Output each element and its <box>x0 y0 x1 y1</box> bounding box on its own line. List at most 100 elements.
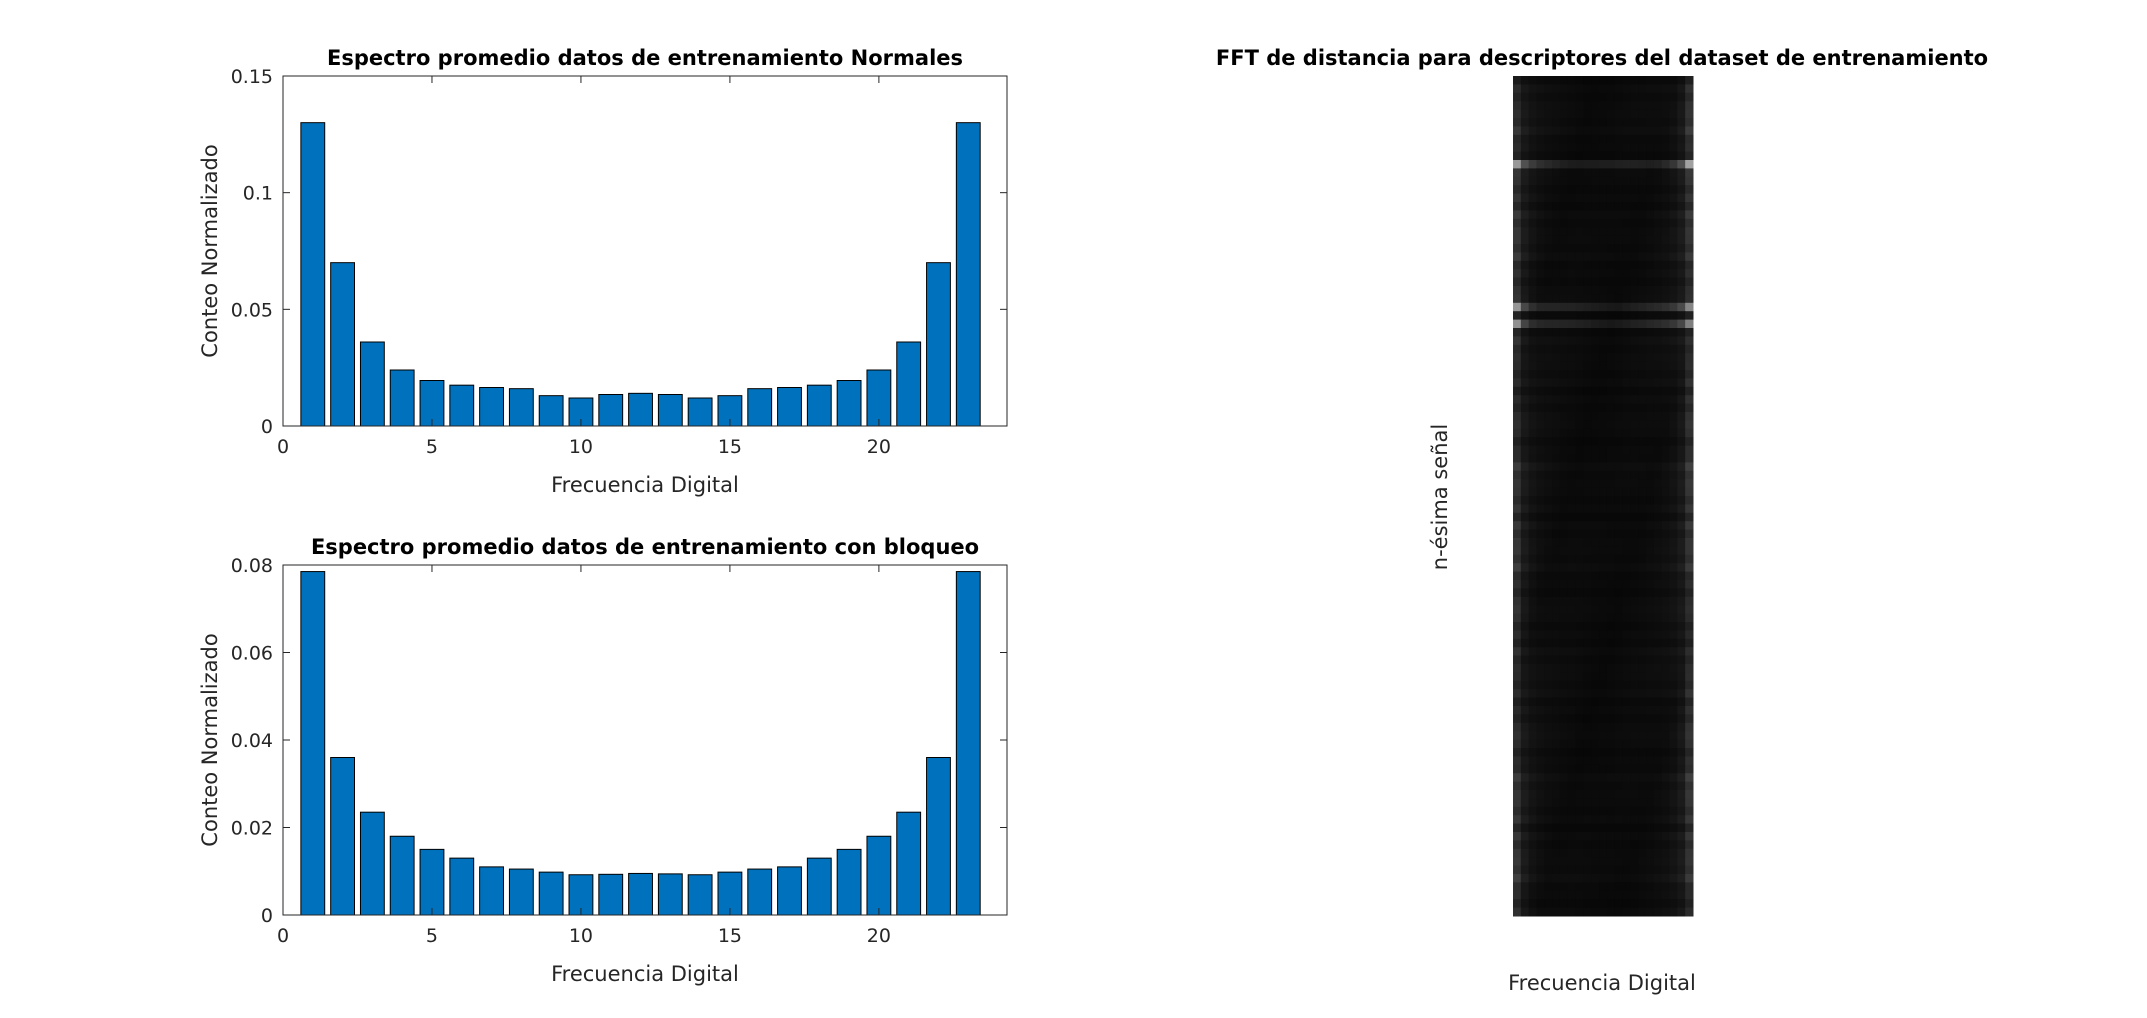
heatmap-cell <box>1646 722 1655 732</box>
heatmap-cell <box>1544 210 1553 220</box>
heatmap-cell <box>1669 563 1678 573</box>
heatmap-cell <box>1567 370 1577 379</box>
heatmap-cell <box>1591 470 1600 480</box>
heatmap-cell <box>1685 706 1694 715</box>
heatmap-cell <box>1575 739 1584 749</box>
heatmap-cell <box>1638 538 1647 547</box>
heatmap-cell <box>1513 672 1522 682</box>
heatmap-cell <box>1567 554 1577 564</box>
heatmap-cell <box>1599 311 1608 321</box>
heatmap-cell <box>1528 739 1537 749</box>
heatmap-cell <box>1685 454 1694 463</box>
heatmap-cell <box>1536 823 1545 833</box>
heatmap-cell <box>1591 647 1600 657</box>
heatmap-cell <box>1591 109 1600 119</box>
heatmap-cell <box>1591 613 1600 623</box>
heatmap-cell <box>1513 302 1522 312</box>
heatmap-cell <box>1653 588 1663 598</box>
heatmap-cell <box>1552 151 1561 161</box>
heatmap-cell <box>1513 92 1522 102</box>
heatmap-cell <box>1520 907 1530 917</box>
heatmap-cell <box>1513 907 1522 917</box>
heatmap-cell <box>1544 294 1553 304</box>
heatmap-cell <box>1646 235 1655 245</box>
heatmap-cell <box>1661 529 1671 539</box>
heatmap-cell <box>1544 235 1553 245</box>
heatmap-cell <box>1685 76 1694 85</box>
heatmap-cell <box>1661 882 1671 892</box>
heatmap-cell <box>1653 605 1663 615</box>
heatmap-cell <box>1591 622 1600 631</box>
heatmap-cell <box>1614 235 1624 245</box>
heatmap-cell <box>1630 294 1639 304</box>
x-tick-label: 0 <box>277 436 289 458</box>
heatmap-cell <box>1520 344 1530 354</box>
heatmap-cell <box>1630 655 1639 665</box>
heatmap-cell <box>1646 529 1655 539</box>
heatmap-cell <box>1685 286 1694 295</box>
bar <box>806 384 832 427</box>
heatmap-cell <box>1552 680 1561 690</box>
heatmap-cell <box>1669 84 1678 94</box>
heatmap-cell <box>1653 76 1663 85</box>
heatmap-cell <box>1638 328 1647 337</box>
bar <box>628 872 653 916</box>
heatmap-cell <box>1653 193 1663 203</box>
heatmap-cell <box>1622 890 1631 900</box>
heatmap-cell <box>1528 269 1537 279</box>
heatmap-cell <box>1528 907 1537 917</box>
heatmap-cell <box>1583 84 1592 94</box>
heatmap-cell <box>1661 286 1671 295</box>
heatmap-cell <box>1622 185 1631 195</box>
heatmap-cell <box>1622 529 1631 539</box>
heatmap-cell <box>1677 202 1686 211</box>
heatmap-cell <box>1520 739 1530 749</box>
heatmap-cell <box>1528 168 1537 178</box>
heatmap-cell <box>1685 176 1694 186</box>
heatmap-cell <box>1630 739 1639 749</box>
heatmap-cell <box>1544 697 1553 707</box>
heatmap-cell <box>1677 227 1686 237</box>
heatmap-cell <box>1575 907 1584 917</box>
heatmap-cell <box>1661 680 1671 690</box>
heatmap-cell <box>1638 151 1647 161</box>
heatmap-cell <box>1646 151 1655 161</box>
heatmap-cell <box>1528 630 1537 640</box>
heatmap-cell <box>1685 420 1694 430</box>
heatmap-cell <box>1630 580 1639 589</box>
heatmap-cell <box>1622 202 1631 211</box>
heatmap-cell <box>1685 806 1694 816</box>
heatmap-cell <box>1559 538 1569 547</box>
heatmap-cell <box>1591 655 1600 665</box>
heatmap-cell <box>1661 823 1671 833</box>
heatmap-cell <box>1685 848 1694 858</box>
heatmap-cell <box>1599 512 1608 522</box>
heatmap-cell <box>1520 134 1530 144</box>
heatmap-cell <box>1653 428 1663 438</box>
heatmap-cell <box>1591 479 1600 489</box>
heatmap-cell <box>1528 311 1537 321</box>
heatmap-cell <box>1513 361 1522 371</box>
heatmap-cell <box>1661 806 1671 816</box>
heatmap-cell <box>1614 76 1624 85</box>
heatmap-cell <box>1638 92 1647 102</box>
heatmap-cell <box>1630 361 1639 371</box>
heatmap-cell <box>1591 454 1600 463</box>
heatmap-cell <box>1669 412 1678 421</box>
heatmap-cell <box>1591 143 1600 153</box>
heatmap-cell <box>1544 462 1553 472</box>
heatmap-cell <box>1591 588 1600 598</box>
heatmap-cell <box>1528 697 1537 707</box>
heatmap-cell <box>1567 311 1577 321</box>
heatmap-cell <box>1528 277 1537 287</box>
heatmap-cell <box>1599 529 1608 539</box>
heatmap-cell <box>1677 84 1686 94</box>
heatmap-cell <box>1653 101 1663 111</box>
heatmap-cell <box>1653 613 1663 623</box>
heatmap-cell <box>1583 160 1592 169</box>
heatmap-cell <box>1536 193 1545 203</box>
heatmap-cell <box>1591 126 1600 136</box>
heatmap-cell <box>1653 840 1663 850</box>
heatmap-cell <box>1575 647 1584 657</box>
